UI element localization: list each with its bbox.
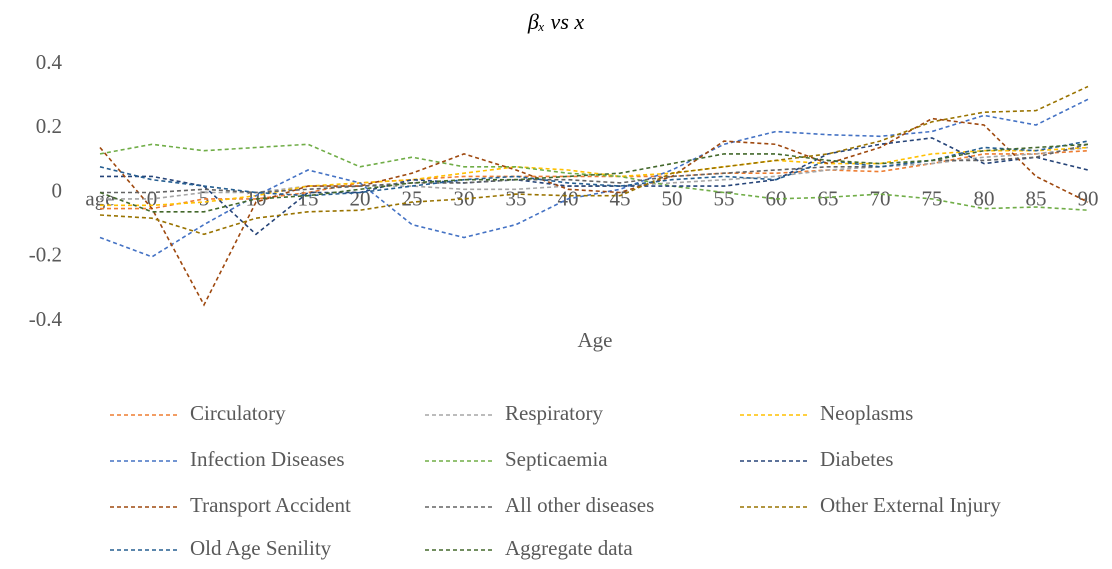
line-series xyxy=(99,98,1089,258)
x-tick-label: 55 xyxy=(714,186,735,210)
legend-label: Respiratory xyxy=(505,401,603,425)
legend-label: All other diseases xyxy=(505,493,654,517)
line-series xyxy=(99,117,1089,307)
line-series xyxy=(99,143,1089,211)
line-series xyxy=(100,143,1089,194)
chart-title: βₓ vs x xyxy=(527,9,585,34)
x-axis-label: Age xyxy=(578,328,613,352)
legend-label: Aggregate data xyxy=(505,536,633,560)
line-series xyxy=(100,146,1089,207)
y-tick-label: -0.2 xyxy=(29,243,62,267)
y-tick-label: 0.2 xyxy=(36,114,62,138)
legend-label: Infection Diseases xyxy=(190,447,345,471)
legend-label: Other External Injury xyxy=(820,493,1001,517)
line-series xyxy=(99,85,1089,236)
x-tick-label: 50 xyxy=(662,186,683,210)
x-tick-label: 5 xyxy=(199,186,210,210)
x-tick-label: 45 xyxy=(610,186,631,210)
line-series xyxy=(99,143,1089,213)
legend-label: Old Age Senility xyxy=(190,536,332,560)
y-tick-label: 0.4 xyxy=(36,50,63,74)
x-tick-label: 90 xyxy=(1078,186,1099,210)
legend-label: Neoplasms xyxy=(820,401,913,425)
line-series xyxy=(100,149,1089,210)
legend-label: Septicaemia xyxy=(505,447,608,471)
x-tick-label: 70 xyxy=(870,186,891,210)
x-tick-label: 25 xyxy=(402,186,423,210)
x-tick-label: 85 xyxy=(1026,186,1047,210)
legend-label: Circulatory xyxy=(190,401,286,425)
legend-label: Transport Accident xyxy=(190,493,351,517)
legend-label: Diabetes xyxy=(820,447,893,471)
x-tick-label: 65 xyxy=(818,186,839,210)
x-tick-label: 30 xyxy=(454,186,475,210)
x-tick-label: 80 xyxy=(974,186,995,210)
y-tick-label: -0.4 xyxy=(29,307,63,331)
x-tick-label: 35 xyxy=(506,186,527,210)
y-tick-label: 0 xyxy=(52,178,63,202)
line-series xyxy=(99,140,1089,197)
